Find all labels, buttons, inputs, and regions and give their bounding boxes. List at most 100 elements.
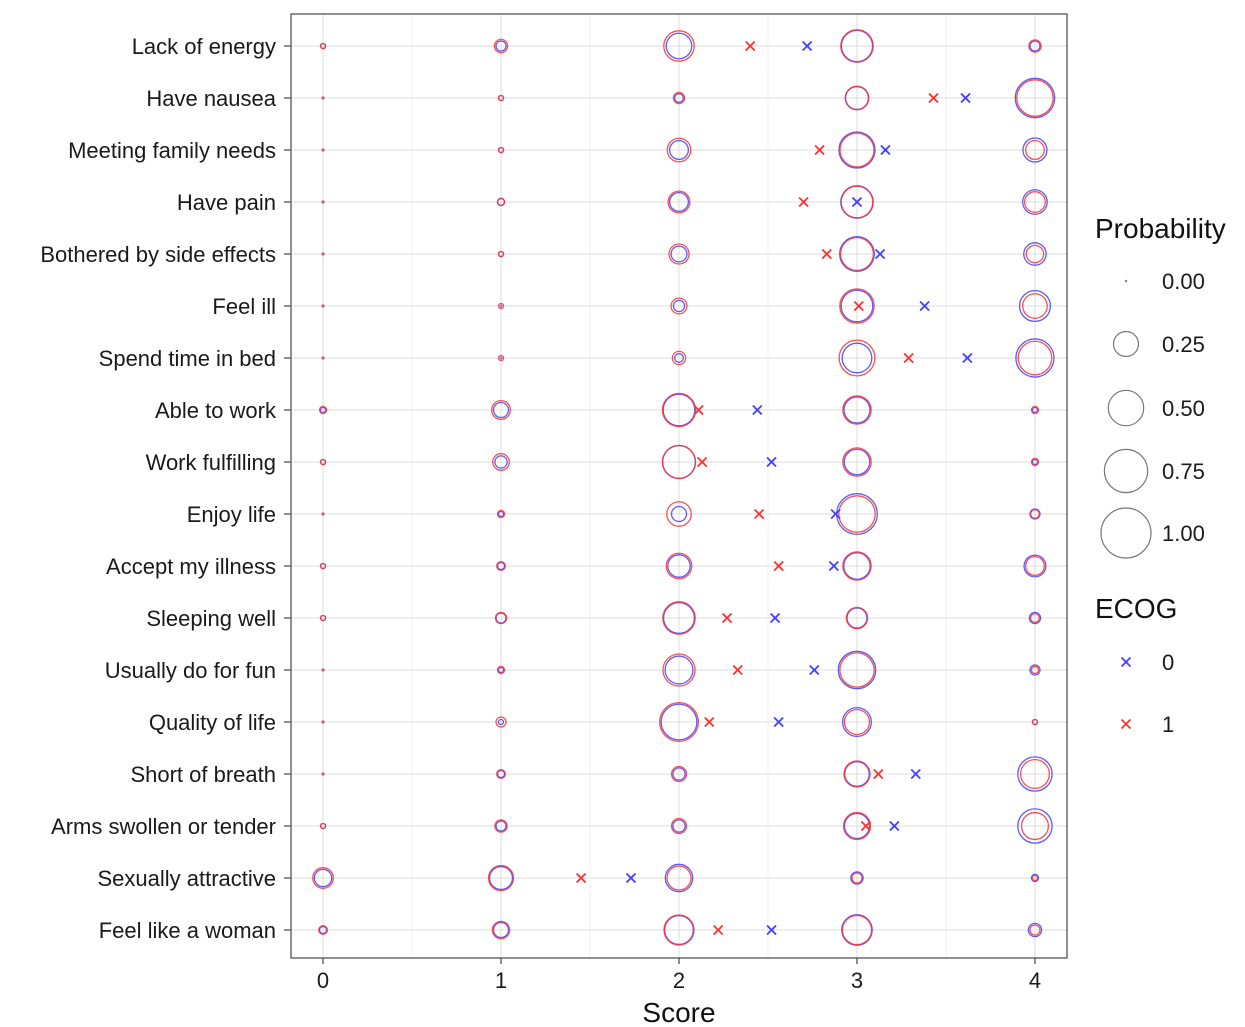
- x-stroke: [752, 404, 763, 416]
- probability-circle: [495, 820, 507, 832]
- probability-circle: [837, 650, 877, 690]
- probability-circle: [1024, 139, 1045, 160]
- probability-circle: [318, 405, 328, 415]
- mean-score-marker: [919, 300, 930, 312]
- probability-circle: [838, 131, 876, 169]
- probability-circle: [496, 561, 506, 571]
- x-stroke: [693, 404, 704, 416]
- probability-circle: [494, 455, 508, 469]
- size-legend-circle: [1103, 448, 1149, 494]
- probability-circle: [1017, 808, 1053, 844]
- mean-score-marker: [773, 560, 784, 572]
- probability-dot: [321, 668, 325, 672]
- y-tick-label: Usually do for fun: [105, 658, 276, 683]
- size-legend-circle: [1100, 507, 1152, 559]
- probability-dot: [321, 304, 325, 308]
- x-stroke: [1120, 656, 1132, 668]
- y-tick-label: Work fulfilling: [146, 450, 276, 475]
- probability-circle: [669, 139, 690, 160]
- x-stroke: [625, 872, 637, 884]
- x-stroke: [798, 196, 809, 208]
- y-tick-label: Meeting family needs: [68, 138, 276, 163]
- probability-circle: [318, 925, 329, 935]
- probability-circle: [665, 552, 693, 580]
- x-stroke: [753, 508, 765, 520]
- probability-circle: [658, 701, 700, 743]
- x-stroke: [745, 40, 756, 52]
- probability-circle: [1028, 39, 1042, 53]
- probability-circle: [669, 191, 690, 212]
- probability-circle: [1015, 338, 1055, 378]
- probability-circle: [842, 395, 872, 425]
- y-tick-label: Spend time in bed: [99, 346, 276, 371]
- probability-circle: [1031, 406, 1039, 414]
- x-axis: 0 1 2 3 4: [317, 958, 1041, 993]
- mean-score-marker: [928, 92, 939, 104]
- probability-circle: [842, 447, 872, 477]
- probability-circle: [497, 666, 505, 674]
- probability-dot: [321, 512, 325, 516]
- probability-circle: [1029, 924, 1041, 936]
- mean-score-marker: [889, 820, 900, 832]
- mean-score-marker: [903, 352, 914, 364]
- probability-dot: [321, 252, 325, 256]
- x-stroke: [814, 144, 825, 156]
- y-tick-label: Sexually attractive: [97, 866, 276, 891]
- y-tick-label: Feel ill: [212, 294, 276, 319]
- probability-circle: [674, 93, 684, 103]
- probability-circle: [843, 448, 871, 476]
- probability-circle: [1030, 457, 1040, 467]
- color-legend-marker: [1120, 718, 1132, 730]
- probability-circle: [670, 297, 688, 315]
- probability-circle: [1028, 611, 1042, 625]
- probability-circle: [1024, 556, 1045, 577]
- mean-score-marker: [753, 508, 765, 520]
- probability-circle: [1029, 509, 1040, 519]
- y-tick-label: Feel like a woman: [99, 918, 276, 943]
- probability-circle: [666, 501, 692, 527]
- x-stroke: [889, 820, 900, 832]
- x-stroke: [713, 924, 724, 936]
- probability-circle: [842, 811, 872, 841]
- mean-score-marker: [773, 716, 784, 728]
- y-tick-label: Able to work: [155, 398, 277, 423]
- size-legend-label: 0.25: [1162, 332, 1205, 357]
- mean-score-marker: [821, 248, 832, 260]
- probability-circle: [843, 760, 871, 788]
- probability-circle: [838, 495, 876, 533]
- mean-score-marker: [828, 560, 839, 572]
- probability-circle: [492, 453, 510, 471]
- probability-circle: [667, 190, 691, 214]
- probability-circle: [841, 342, 873, 374]
- probability-circle: [1031, 458, 1039, 466]
- x-stroke: [880, 144, 891, 156]
- probability-circle: [497, 146, 505, 154]
- mean-score-marker: [873, 768, 884, 780]
- x-stroke: [960, 92, 971, 104]
- probability-circle: [1030, 665, 1040, 675]
- x-tick-label: 2: [673, 968, 685, 993]
- probability-circle: [488, 865, 514, 891]
- x-stroke: [919, 300, 930, 312]
- probability-circle: [664, 655, 694, 685]
- size-legend-circle: [1112, 330, 1140, 358]
- mean-score-marker: [860, 820, 872, 832]
- probability-circle: [843, 812, 871, 840]
- probability-circle: [495, 40, 507, 52]
- probability-circle: [491, 399, 512, 420]
- y-tick-label: Lack of energy: [132, 34, 276, 59]
- probability-circle: [491, 920, 511, 940]
- probability-circle: [672, 767, 686, 781]
- mean-score-marker: [697, 456, 708, 468]
- probability-circle: [839, 288, 875, 324]
- probability-circle: [1022, 189, 1048, 215]
- size-legend-label: 0.75: [1162, 459, 1205, 484]
- mean-score-marker: [910, 768, 921, 780]
- probability-circle: [318, 925, 328, 935]
- probability-circle: [840, 29, 874, 63]
- probability-circle: [1029, 40, 1041, 52]
- probability-circle: [667, 554, 691, 578]
- probability-circle: [838, 339, 876, 377]
- probability-circle: [319, 614, 327, 622]
- size-legend-label: 1.00: [1162, 521, 1205, 546]
